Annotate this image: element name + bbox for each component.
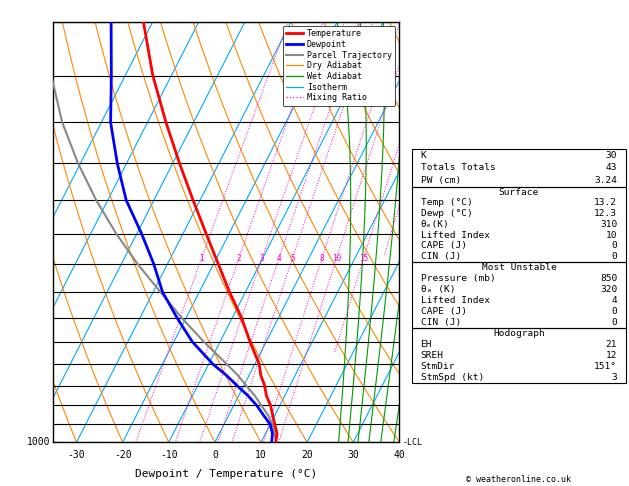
Text: 3.24: 3.24 xyxy=(594,176,617,185)
Text: 0: 0 xyxy=(611,242,617,250)
Text: StmSpd (kt): StmSpd (kt) xyxy=(421,373,484,382)
Text: -10: -10 xyxy=(160,450,177,460)
Text: StmDir: StmDir xyxy=(421,362,455,371)
Text: 43: 43 xyxy=(606,163,617,172)
Text: 10: 10 xyxy=(255,450,267,460)
Text: 4: 4 xyxy=(277,254,281,262)
Text: 21: 21 xyxy=(606,340,617,349)
Text: 151°: 151° xyxy=(594,362,617,371)
Text: EH: EH xyxy=(421,340,432,349)
Text: Temp (°C): Temp (°C) xyxy=(421,198,472,207)
Text: 850: 850 xyxy=(600,274,617,283)
Text: θₑ (K): θₑ (K) xyxy=(421,285,455,294)
Text: 310: 310 xyxy=(600,220,617,229)
Text: Totals Totals: Totals Totals xyxy=(421,163,495,172)
Text: 1: 1 xyxy=(199,254,204,262)
Text: Pressure (mb): Pressure (mb) xyxy=(421,274,495,283)
Text: 8: 8 xyxy=(320,254,325,262)
Text: -LCL: -LCL xyxy=(403,438,423,447)
Text: 0: 0 xyxy=(212,450,218,460)
Text: 320: 320 xyxy=(600,285,617,294)
Text: 30: 30 xyxy=(347,450,359,460)
Text: Dewpoint / Temperature (°C): Dewpoint / Temperature (°C) xyxy=(135,469,318,479)
Text: CAPE (J): CAPE (J) xyxy=(421,307,467,316)
Text: 0: 0 xyxy=(611,252,617,261)
Text: 20: 20 xyxy=(301,450,313,460)
Text: PW (cm): PW (cm) xyxy=(421,176,461,185)
Text: -30: -30 xyxy=(68,450,86,460)
Text: CIN (J): CIN (J) xyxy=(421,317,461,327)
Text: SREH: SREH xyxy=(421,351,443,360)
Text: K: K xyxy=(421,151,426,159)
Text: Lifted Index: Lifted Index xyxy=(421,230,489,240)
Text: 40: 40 xyxy=(394,450,405,460)
Legend: Temperature, Dewpoint, Parcel Trajectory, Dry Adiabat, Wet Adiabat, Isotherm, Mi: Temperature, Dewpoint, Parcel Trajectory… xyxy=(283,26,395,105)
Text: CAPE (J): CAPE (J) xyxy=(421,242,467,250)
Text: 10: 10 xyxy=(332,254,341,262)
Text: 2: 2 xyxy=(237,254,242,262)
Text: 12.3: 12.3 xyxy=(594,209,617,218)
Text: Hodograph: Hodograph xyxy=(493,329,545,338)
Text: 10: 10 xyxy=(606,230,617,240)
Text: Dewp (°C): Dewp (°C) xyxy=(421,209,472,218)
Text: CIN (J): CIN (J) xyxy=(421,252,461,261)
Text: Lifted Index: Lifted Index xyxy=(421,295,489,305)
Text: 13.2: 13.2 xyxy=(594,198,617,207)
Text: 3: 3 xyxy=(611,373,617,382)
Text: © weatheronline.co.uk: © weatheronline.co.uk xyxy=(467,474,571,484)
Text: Most Unstable: Most Unstable xyxy=(482,263,556,272)
Text: -20: -20 xyxy=(114,450,131,460)
Text: 15: 15 xyxy=(359,254,368,262)
Text: Surface: Surface xyxy=(499,188,539,196)
Text: 5: 5 xyxy=(290,254,295,262)
Text: 4: 4 xyxy=(611,295,617,305)
Text: θₑ(K): θₑ(K) xyxy=(421,220,449,229)
Text: 1000: 1000 xyxy=(27,437,50,447)
Text: 0: 0 xyxy=(611,317,617,327)
Text: 12: 12 xyxy=(606,351,617,360)
Text: 0: 0 xyxy=(611,307,617,316)
Text: 30: 30 xyxy=(606,151,617,159)
Text: 3: 3 xyxy=(260,254,264,262)
